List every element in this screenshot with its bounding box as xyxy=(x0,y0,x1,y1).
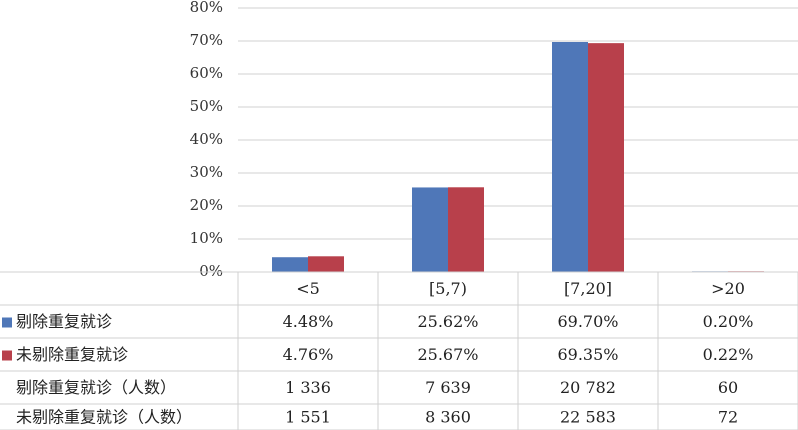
data-label: 4.76% xyxy=(283,345,334,364)
y-tick-label: 70% xyxy=(190,31,223,49)
y-tick-label: 80% xyxy=(190,0,223,16)
bar xyxy=(272,257,308,272)
category-label: <5 xyxy=(296,279,320,298)
y-tick-label: 30% xyxy=(190,163,223,181)
legend-swatch xyxy=(2,317,12,328)
y-tick-label: 0% xyxy=(199,262,223,280)
data-label: 4.48% xyxy=(283,312,334,331)
category-label: >20 xyxy=(711,279,745,298)
category-label: [7,20] xyxy=(564,279,612,298)
table-cell: 60 xyxy=(718,378,738,397)
bar xyxy=(448,187,484,272)
table-cell: 7 639 xyxy=(425,378,471,397)
table-cell: 72 xyxy=(718,408,738,427)
table-row-label: 未剔除重复就诊（人数） xyxy=(16,408,192,427)
data-label: 25.62% xyxy=(417,312,478,331)
data-label: 0.20% xyxy=(703,312,754,331)
bar xyxy=(412,187,448,272)
data-label: 0.22% xyxy=(703,345,754,364)
table-cell: 20 782 xyxy=(560,378,616,397)
bar xyxy=(552,41,588,272)
table-cell: 8 360 xyxy=(425,408,471,427)
y-tick-label: 50% xyxy=(190,97,223,115)
bar xyxy=(588,43,624,272)
y-tick-label: 60% xyxy=(190,64,223,82)
y-tick-label: 10% xyxy=(190,229,223,247)
table-cell: 22 583 xyxy=(560,408,616,427)
table-cell: 1 336 xyxy=(285,378,331,397)
data-label: 69.35% xyxy=(557,345,618,364)
data-label: 25.67% xyxy=(417,345,478,364)
data-label: 69.70% xyxy=(557,312,618,331)
y-tick-label: 40% xyxy=(190,130,223,148)
legend-label: 剔除重复就诊 xyxy=(16,312,112,331)
y-tick-label: 20% xyxy=(190,196,223,214)
category-label: [5,7) xyxy=(429,279,467,298)
bar xyxy=(308,256,344,272)
legend-swatch xyxy=(2,350,12,361)
legend-label: 未剔除重复就诊 xyxy=(16,345,128,364)
table-cell: 1 551 xyxy=(285,408,331,427)
table-row-label: 剔除重复就诊（人数） xyxy=(16,378,176,397)
